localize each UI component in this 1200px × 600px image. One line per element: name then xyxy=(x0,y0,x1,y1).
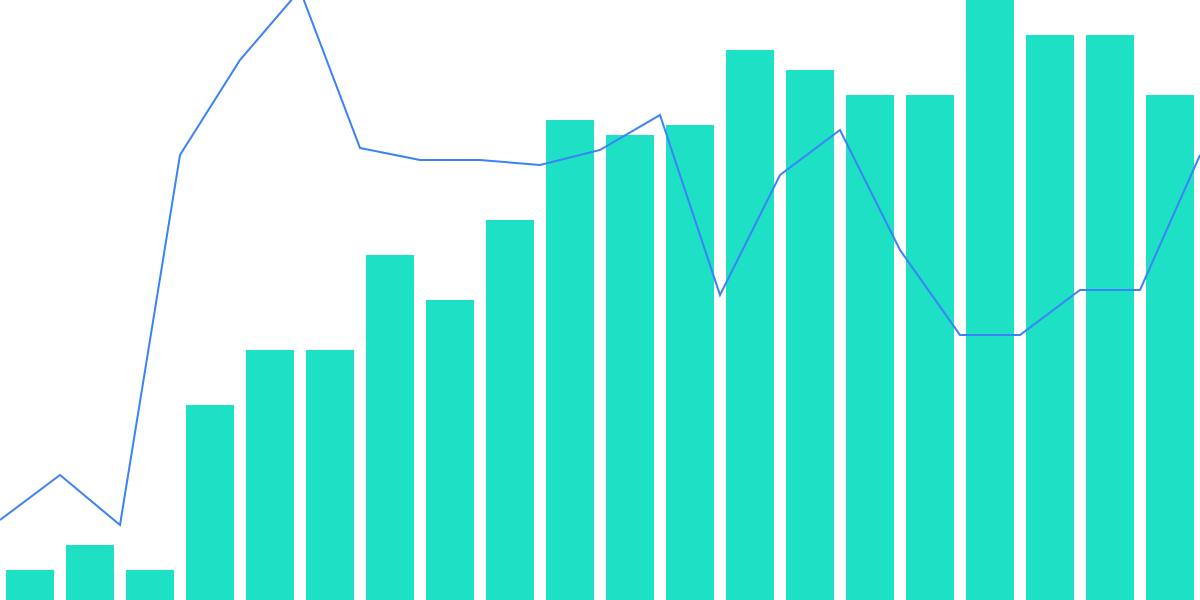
bar xyxy=(366,255,414,600)
bar xyxy=(786,70,834,600)
bar xyxy=(546,120,594,600)
bar xyxy=(846,95,894,600)
bar xyxy=(186,405,234,600)
bar xyxy=(966,0,1014,600)
bar xyxy=(66,545,114,600)
bar xyxy=(606,135,654,600)
bar xyxy=(1146,95,1194,600)
bar xyxy=(486,220,534,600)
bar xyxy=(906,95,954,600)
bar xyxy=(666,125,714,600)
line-layer xyxy=(0,0,1200,600)
bar xyxy=(1086,35,1134,600)
bar xyxy=(306,350,354,600)
bar xyxy=(426,300,474,600)
bar xyxy=(1026,35,1074,600)
bar xyxy=(6,570,54,600)
bar xyxy=(246,350,294,600)
bar xyxy=(126,570,174,600)
combo-chart xyxy=(0,0,1200,600)
trend-line xyxy=(0,0,1200,525)
bar xyxy=(726,50,774,600)
